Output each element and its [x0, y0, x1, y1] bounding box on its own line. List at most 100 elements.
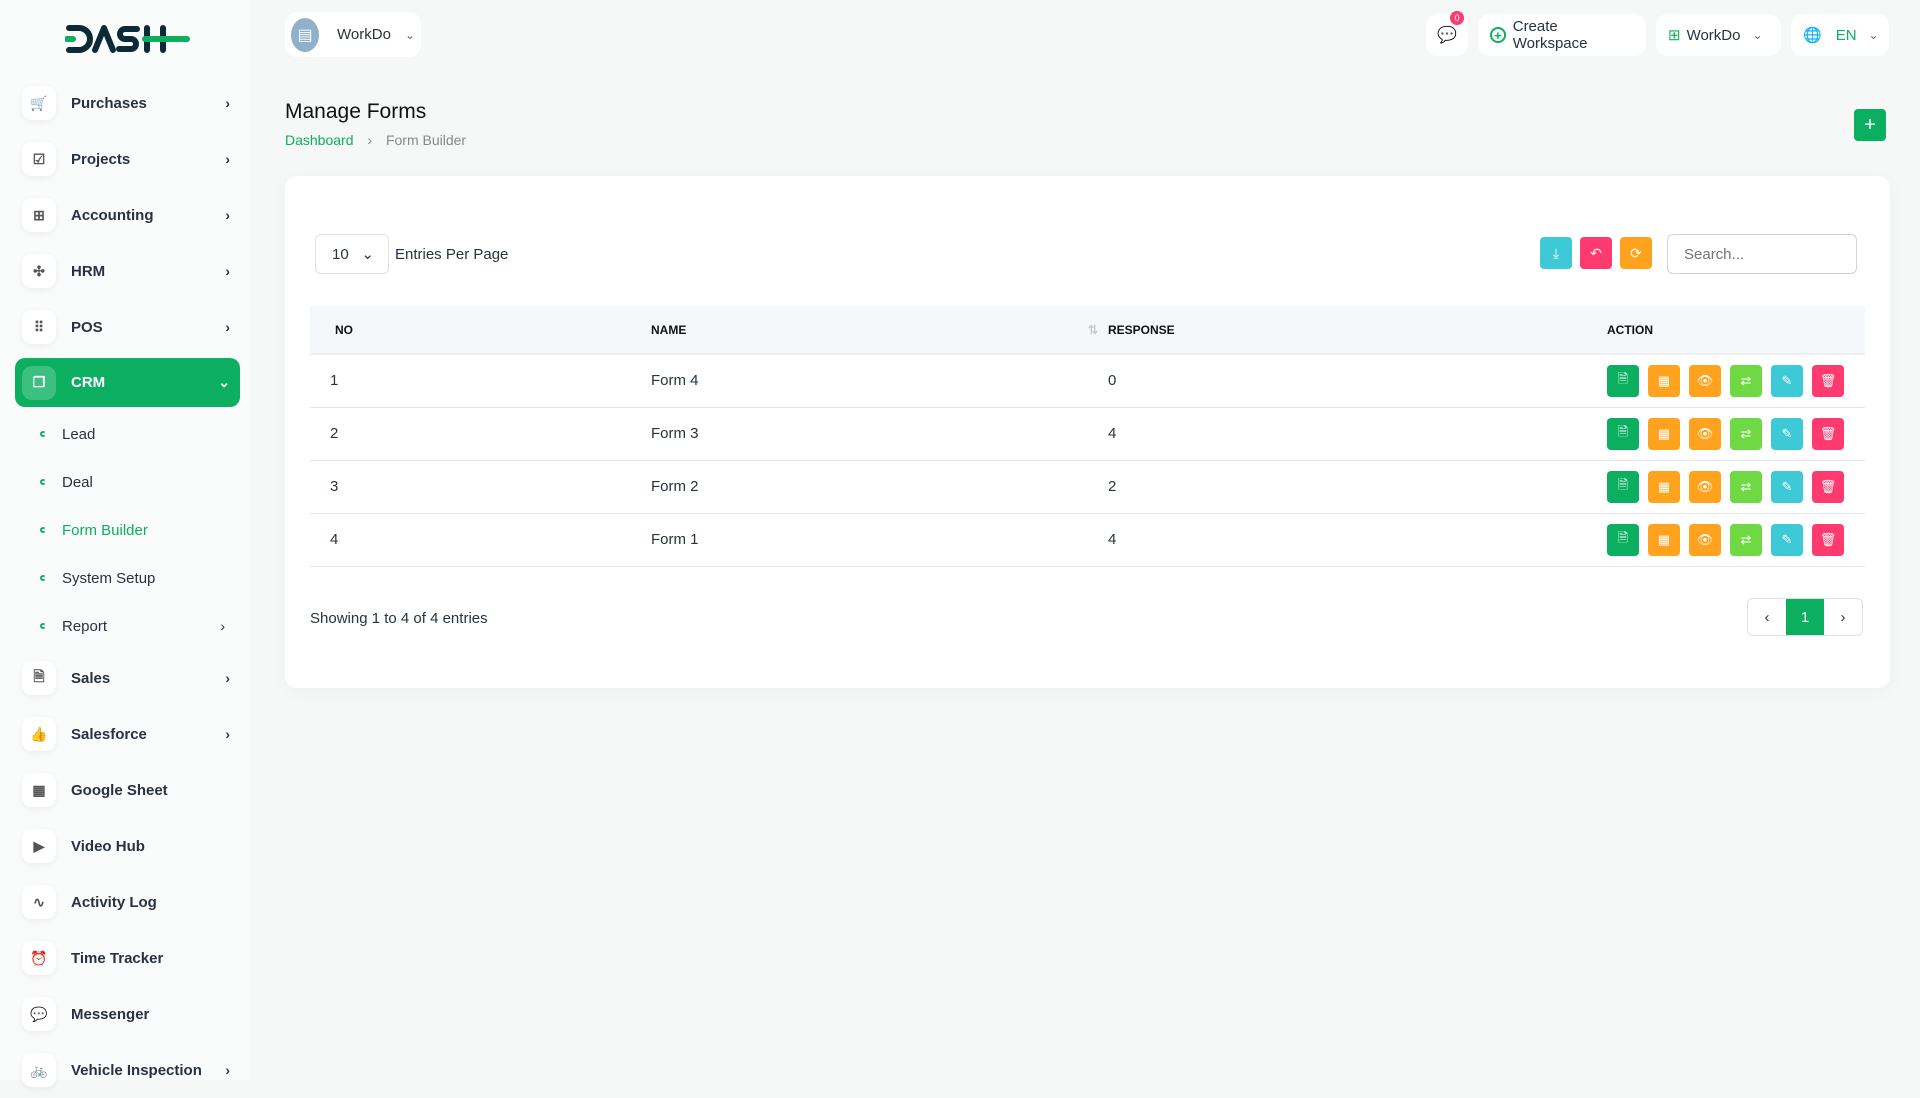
convert-button[interactable]: ⇄ [1730, 364, 1762, 397]
sidebar-item-accounting[interactable]: ⊞ Accounting › [15, 187, 240, 243]
convert-button[interactable]: ⇄ [1730, 523, 1762, 556]
column-no[interactable]: NO [310, 306, 651, 355]
sidebar-item-label: Accounting [71, 206, 154, 224]
notification-badge: 0 [1450, 11, 1464, 25]
edit-button[interactable]: ✎ [1771, 523, 1803, 556]
eye-icon: 👁 [1696, 372, 1714, 388]
file-icon: 🗎 [1617, 529, 1629, 545]
workspace-dropdown[interactable]: ▤ WorkDo ⌄ [285, 12, 421, 57]
convert-button[interactable]: ⇄ [1730, 470, 1762, 503]
view-form-button[interactable]: 🗎 [1607, 523, 1639, 556]
cell-no: 2 [310, 407, 651, 461]
pencil-icon: ✎ [1781, 425, 1793, 441]
convert-icon: ⇄ [1740, 478, 1752, 494]
download-icon: ⤓ [1552, 244, 1560, 261]
sidebar-item-salesforce[interactable]: 👍 Salesforce › [15, 706, 240, 762]
edit-button[interactable]: ✎ [1771, 364, 1803, 397]
chevron-right-icon: › [220, 618, 225, 634]
search-input[interactable] [1667, 234, 1857, 274]
response-table-button[interactable]: ▦ [1648, 470, 1680, 503]
sidebar-item-label: Projects [71, 150, 131, 168]
chevron-right-icon: › [225, 207, 230, 223]
convert-button[interactable]: ⇄ [1730, 417, 1762, 450]
cell-response: 4 [1108, 513, 1607, 567]
column-name-label: NAME [651, 322, 687, 337]
sidebar-item-google-sheet[interactable]: ▦ Google Sheet [15, 762, 240, 818]
cell-actions: 🗎 ▦ 👁 ⇄ ✎ 🗑 [1607, 460, 1865, 514]
view-response-button[interactable]: 👁 [1689, 364, 1721, 397]
chevron-right-icon: › [225, 670, 230, 686]
response-table-button[interactable]: ▦ [1648, 417, 1680, 450]
table-row: 3 Form 2 2 🗎 ▦ 👁 ⇄ ✎ 🗑 [310, 460, 1865, 514]
next-page-button[interactable]: › [1840, 608, 1846, 626]
export-button[interactable]: ⤓ [1540, 237, 1572, 269]
view-form-button[interactable]: 🗎 [1607, 470, 1639, 503]
company-name: WorkDo [1686, 26, 1741, 44]
view-response-button[interactable]: 👁 [1689, 417, 1721, 450]
sidebar-subitem-report[interactable]: Report › [15, 602, 240, 650]
create-workspace-button[interactable]: + Create Workspace [1478, 14, 1646, 56]
cell-actions: 🗎 ▦ 👁 ⇄ ✎ 🗑 [1607, 354, 1865, 408]
sidebar-item-video-hub[interactable]: ▶ Video Hub [15, 818, 240, 874]
page-title: Manage Forms [285, 100, 427, 123]
edit-button[interactable]: ✎ [1771, 417, 1803, 450]
workspace-avatar: ▤ [291, 17, 320, 52]
column-name[interactable]: NAME ⇅ [651, 306, 1108, 355]
sidebar-subitem-form-builder[interactable]: Form Builder [15, 506, 240, 554]
pencil-icon: ✎ [1781, 372, 1793, 388]
sidebar-item-messenger[interactable]: 💬 Messenger [15, 986, 240, 1042]
pagination: ‹ 1 › [1747, 598, 1863, 636]
edit-button[interactable]: ✎ [1771, 470, 1803, 503]
layers-icon: ❐ [22, 365, 56, 400]
delete-button[interactable]: 🗑 [1812, 470, 1844, 503]
sidebar-item-hrm[interactable]: ✣ HRM › [15, 243, 240, 299]
response-table-button[interactable]: ▦ [1648, 364, 1680, 397]
messages-button[interactable]: 💬 0 [1426, 11, 1468, 56]
sidebar-item-time-tracker[interactable]: ⏰ Time Tracker [15, 930, 240, 986]
sidebar-subitem-system-setup[interactable]: System Setup [15, 554, 240, 602]
trash-icon: 🗑 [1819, 531, 1837, 547]
table-icon: ▦ [1657, 478, 1671, 494]
sidebar-item-label: Time Tracker [71, 949, 164, 967]
table-row: 2 Form 3 4 🗎 ▦ 👁 ⇄ ✎ 🗑 [310, 407, 1865, 461]
reset-button[interactable]: ↶ [1580, 237, 1612, 269]
view-form-button[interactable]: 🗎 [1607, 364, 1639, 397]
grid-plus-icon: ⊞ [22, 198, 56, 232]
file-icon: 🗎 [1617, 476, 1629, 492]
sidebar-item-sales[interactable]: 🗎 Sales › [15, 650, 240, 706]
sidebar-subitem-lead[interactable]: Lead [15, 410, 240, 458]
delete-button[interactable]: 🗑 [1812, 523, 1844, 556]
view-response-button[interactable]: 👁 [1689, 523, 1721, 556]
entries-per-page-select[interactable]: 10 ⌄ [315, 234, 389, 274]
cell-name: Form 4 [651, 354, 1108, 408]
sidebar-item-vehicle-inspection[interactable]: 🚲 Vehicle Inspection › [15, 1042, 240, 1098]
view-form-button[interactable]: 🗎 [1607, 417, 1639, 450]
sidebar-subitem-deal[interactable]: Deal [15, 458, 240, 506]
sidebar-item-pos[interactable]: ⠿ POS › [15, 299, 240, 355]
language-dropdown[interactable]: 🌐 EN ⌄ [1791, 14, 1889, 56]
table-header-row: NO NAME ⇅ RESPONSE ACTION [310, 306, 1865, 355]
sidebar-item-label: HRM [71, 262, 106, 280]
cell-no: 3 [310, 460, 651, 514]
sidebar-item-crm[interactable]: ❐ CRM ⌄ [15, 358, 240, 407]
sidebar-item-projects[interactable]: ☑ Projects › [15, 131, 240, 187]
chevron-right-icon: › [225, 95, 230, 111]
breadcrumb-dashboard[interactable]: Dashboard [285, 132, 354, 148]
plus-icon: + [1864, 113, 1876, 136]
response-table-button[interactable]: ▦ [1648, 523, 1680, 556]
add-form-button[interactable]: + [1854, 109, 1886, 141]
delete-button[interactable]: 🗑 [1812, 364, 1844, 397]
reload-button[interactable]: ⟳ [1620, 237, 1652, 269]
file-icon: 🗎 [22, 661, 56, 695]
users-icon: ✣ [22, 254, 56, 288]
sidebar-item-purchases[interactable]: 🛒 Purchases › [15, 75, 240, 131]
view-response-button[interactable]: 👁 [1689, 470, 1721, 503]
sidebar-item-activity-log[interactable]: ∿ Activity Log [15, 874, 240, 930]
column-response[interactable]: RESPONSE [1108, 306, 1607, 355]
bullet-icon [40, 623, 46, 629]
prev-page-button[interactable]: ‹ [1764, 608, 1770, 626]
page-button[interactable]: 1 [1786, 599, 1824, 635]
company-dropdown[interactable]: ⊞ WorkDo ⌄ [1656, 14, 1781, 56]
globe-icon: 🌐 [1803, 27, 1822, 44]
delete-button[interactable]: 🗑 [1812, 417, 1844, 450]
